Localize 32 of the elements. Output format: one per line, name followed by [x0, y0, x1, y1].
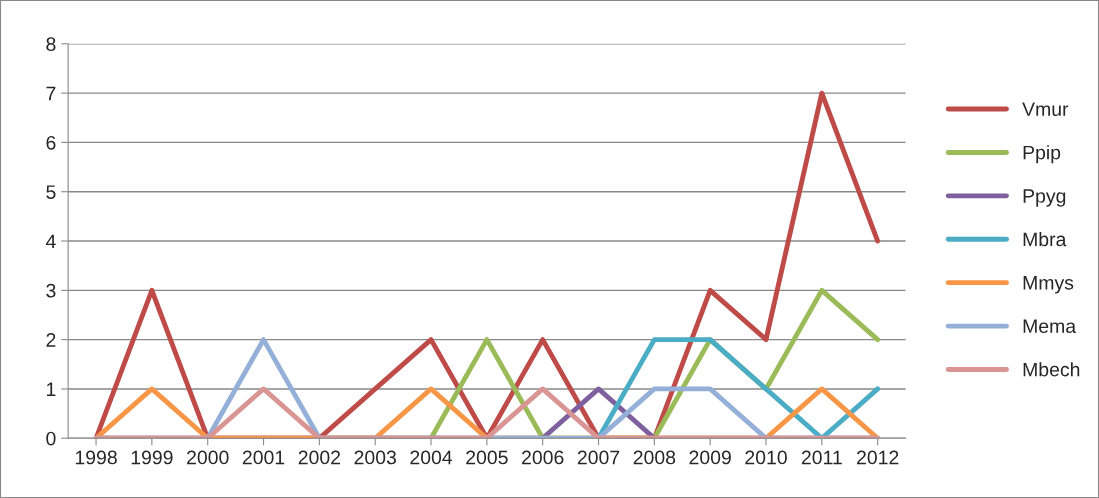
x-tick-label: 2004 — [410, 450, 453, 465]
x-tick-label: 2006 — [522, 450, 564, 465]
y-tick-label: 6 — [46, 135, 56, 150]
line-series — [93, 90, 881, 439]
y-tick-label: 8 — [46, 37, 56, 52]
y-tick-label: 5 — [46, 185, 56, 199]
legend-label: Vmur — [1022, 102, 1069, 117]
y-tick-label: 0 — [46, 431, 56, 446]
y-tick-label: 2 — [46, 333, 56, 347]
x-tick-label: 2007 — [577, 450, 620, 465]
x-tick-label: 2002 — [298, 450, 341, 465]
legend-label: Mbra — [1023, 231, 1067, 247]
y-tick-label: 3 — [46, 283, 56, 298]
x-tick-label: 2010 — [745, 450, 787, 465]
legend-label: Mmys — [1023, 276, 1074, 294]
y-tick-label: 7 — [46, 86, 56, 101]
x-tick-label: 2003 — [354, 450, 396, 465]
x-tick-label: 2000 — [187, 450, 229, 465]
x-tick-label: 2009 — [689, 450, 731, 465]
x-tick-label: 2005 — [466, 450, 508, 465]
x-tick-label: 2008 — [633, 450, 676, 465]
legend-label: Ppip — [1023, 145, 1061, 164]
x-tick-label: 2012 — [857, 450, 899, 465]
legend-label: Mema — [1023, 319, 1077, 334]
x-tick-label: 2001 — [242, 450, 285, 465]
x-tick-label: 1998 — [75, 450, 117, 465]
x-tick-label: 1999 — [131, 450, 173, 465]
y-tick-label: 4 — [45, 234, 56, 249]
legend-label: Mbech — [1023, 362, 1080, 377]
y-tick-label: 1 — [47, 382, 56, 396]
x-tick-label: 2011 — [801, 450, 842, 465]
legend-label: Ppyg — [1023, 189, 1066, 207]
